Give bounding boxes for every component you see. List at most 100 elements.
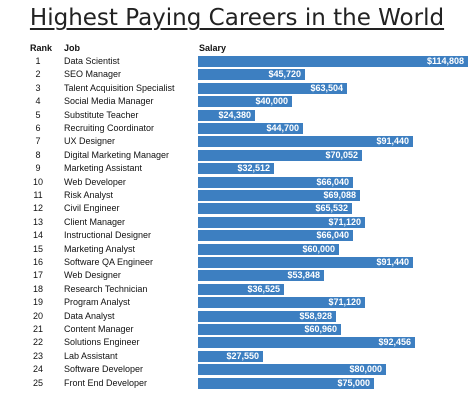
job-label: Software QA Engineer — [64, 257, 154, 267]
table-row: 2 SEO Manager $45,720 — [0, 68, 474, 81]
salary-value-label: $69,088 — [323, 190, 356, 200]
table-row: 3 Talent Acquisition Specialist $63,504 — [0, 82, 474, 95]
rank-label: 7 — [35, 136, 41, 147]
rank-label: 21 — [32, 324, 43, 334]
salary-bar — [198, 216, 365, 228]
salary-value-label: $75,000 — [337, 377, 370, 388]
salary-bar — [198, 364, 386, 376]
table-row: 15 Marketing Analyst $60,000 — [0, 243, 474, 256]
rank-label: 10 — [32, 176, 43, 187]
rank-label: 19 — [32, 297, 43, 308]
job-label: Digital Marketing Manager — [64, 149, 170, 160]
table-row: 18 Research Technician $36,525 — [0, 283, 474, 296]
rank-label: 16 — [32, 257, 43, 267]
salary-column-header: Salary — [199, 43, 227, 53]
salary-bar — [198, 230, 353, 242]
salary-bar — [198, 136, 413, 148]
table-row: 21 Content Manager $60,960 — [0, 323, 474, 336]
salary-value-label: $91,440 — [376, 257, 409, 267]
salary-value-label: $32,512 — [237, 163, 270, 174]
salary-value-label: $92,456 — [378, 337, 411, 348]
job-label: Talent Acquisition Specialist — [64, 82, 175, 93]
salary-bar — [198, 96, 292, 108]
salary-bar — [198, 123, 303, 134]
job-label: Content Manager — [64, 324, 134, 334]
table-row: 7 UX Designer $91,440 — [0, 135, 474, 148]
rank-label: 20 — [32, 310, 43, 321]
rank-label: 8 — [35, 149, 41, 160]
job-label: Data Scientist — [64, 56, 120, 66]
job-label: Data Analyst — [64, 310, 115, 321]
table-row: 13 Client Manager $71,120 — [0, 216, 474, 229]
rank-label: 23 — [32, 350, 43, 361]
table-row: 19 Program Analyst $71,120 — [0, 296, 474, 309]
table-row: 17 Web Designer $53,848 — [0, 269, 474, 282]
job-label: Social Media Manager — [64, 96, 154, 107]
salary-value-label: $91,440 — [376, 136, 409, 147]
job-label: Web Designer — [64, 270, 121, 281]
salary-value-label: $80,000 — [349, 364, 382, 375]
rank-label: 4 — [35, 96, 41, 107]
table-row: 22 Solutions Engineer $92,456 — [0, 336, 474, 349]
rank-label: 13 — [32, 216, 43, 227]
salary-bar — [198, 69, 305, 81]
salary-bar — [198, 56, 468, 67]
salary-bar — [198, 243, 339, 255]
salary-bar — [198, 109, 255, 121]
job-label: Substitute Teacher — [64, 109, 139, 120]
salary-bar — [198, 350, 263, 362]
rank-label: 18 — [32, 283, 43, 294]
salary-value-label: $44,700 — [266, 123, 299, 133]
table-row: 9 Marketing Assistant $32,512 — [0, 162, 474, 175]
salary-bar — [198, 337, 415, 349]
salary-value-label: $60,960 — [304, 324, 337, 334]
job-label: Research Technician — [64, 283, 148, 294]
job-label: Software Developer — [64, 364, 144, 375]
salary-bar — [198, 283, 284, 295]
table-row: 16 Software QA Engineer $91,440 — [0, 256, 474, 269]
rank-label: 9 — [35, 163, 41, 174]
job-column-header: Job — [64, 43, 81, 53]
salary-value-label: $53,848 — [287, 270, 320, 281]
salary-value-label: $71,120 — [328, 297, 361, 308]
rank-label: 14 — [32, 230, 43, 241]
table-row: 10 Web Developer $66,040 — [0, 176, 474, 189]
rank-label: 3 — [35, 82, 41, 93]
rank-label: 22 — [32, 337, 43, 348]
salary-value-label: $27,550 — [226, 350, 259, 361]
rank-label: 5 — [35, 109, 41, 120]
table-row: 5 Substitute Teacher $24,380 — [0, 109, 474, 122]
rank-label: 6 — [35, 123, 41, 133]
salary-value-label: $45,720 — [268, 69, 301, 80]
table-row: 20 Data Analyst $58,928 — [0, 310, 474, 323]
salary-bar — [198, 176, 353, 188]
salary-bar — [198, 310, 336, 322]
table-row: 23 Lab Assistant $27,550 — [0, 350, 474, 363]
job-label: UX Designer — [64, 136, 116, 147]
salary-bar — [198, 190, 360, 201]
table-row: 11 Risk Analyst $69,088 — [0, 189, 474, 202]
chart-title: Highest Paying Careers in the World — [29, 5, 445, 31]
job-label: Recruiting Coordinator — [64, 123, 155, 133]
rank-label: 15 — [32, 243, 43, 254]
job-label: Marketing Assistant — [64, 163, 143, 174]
salary-bar — [198, 270, 324, 282]
salary-value-label: $58,928 — [299, 310, 332, 321]
salary-value-label: $40,000 — [255, 96, 288, 107]
salary-bar — [198, 377, 374, 389]
salary-bar — [198, 324, 341, 335]
salary-bar — [198, 203, 352, 215]
rank-column-header: Rank — [30, 43, 53, 53]
job-label: Lab Assistant — [64, 350, 118, 361]
job-label: Program Analyst — [64, 297, 131, 308]
salary-bar — [198, 82, 347, 94]
job-label: Web Developer — [64, 176, 126, 187]
rank-label: 12 — [32, 203, 43, 214]
table-row: 12 Civil Engineer $65,532 — [0, 202, 474, 215]
table-row: 25 Front End Developer $75,000 — [0, 377, 474, 390]
job-label: Instructional Designer — [64, 230, 152, 241]
job-label: Marketing Analyst — [64, 243, 136, 254]
job-label: Client Manager — [64, 216, 126, 227]
table-row: 6 Recruiting Coordinator $44,700 — [0, 122, 474, 135]
salary-value-label: $60,000 — [302, 243, 335, 254]
